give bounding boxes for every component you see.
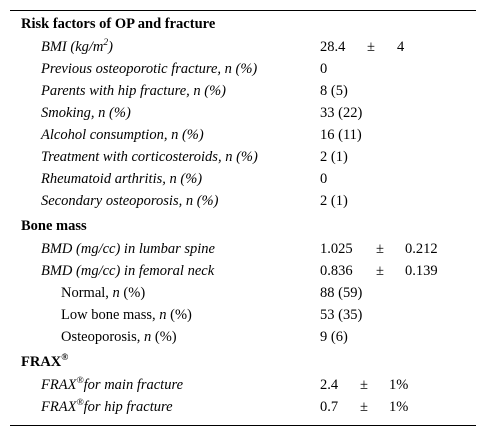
section-title: Risk factors of OP and fracture [21, 16, 216, 32]
row-sd: 4 [397, 39, 405, 55]
row-label: Previous osteoporotic fracture, n (%) [41, 61, 258, 77]
row-label: Rheumatoid arthritis, n (%) [41, 171, 203, 187]
row-mean: 0.7 [320, 399, 339, 415]
table-row: BMI (kg/m2) 28.4 ± 4 [10, 36, 476, 58]
section-title: FRAX® [21, 353, 69, 370]
row-label: FRAX®for hip fracture [41, 398, 173, 415]
row-label: Secondary osteoporosis, n (%) [41, 193, 219, 209]
row-mean: 1.025 [320, 241, 353, 257]
section-risk-factors: Risk factors of OP and fracture [10, 13, 476, 35]
row-value: 8 (5) [320, 83, 348, 99]
row-label: Smoking, n (%) [41, 105, 131, 121]
row-label: BMD (mg/cc) in femoral neck [41, 263, 215, 279]
table-row: Previous osteoporotic fracture, n (%) 0 [10, 58, 476, 80]
row-value: 0 [320, 61, 328, 77]
plus-minus: ± [376, 241, 384, 257]
row-label: FRAX®for main fracture [41, 376, 184, 393]
row-sd: 1% [389, 377, 409, 393]
row-sd: 1% [389, 399, 409, 415]
section-bone-mass: Bone mass [10, 215, 476, 237]
row-value: 2 (1) [320, 193, 348, 209]
row-mean: 0.836 [320, 263, 353, 279]
table-row: Osteoporosis, n (%) 9 (6) [10, 326, 476, 348]
row-label: Parents with hip fracture, n (%) [41, 83, 226, 99]
section-title: Bone mass [21, 218, 87, 234]
plus-minus: ± [367, 39, 375, 55]
row-value: 53 (35) [320, 307, 363, 323]
table-row: FRAX®for hip fracture 0.7 ± 1% [10, 396, 476, 418]
row-value: 2 (1) [320, 149, 348, 165]
table-row: FRAX®for main fracture 2.4 ± 1% [10, 374, 476, 396]
row-value: 0 [320, 171, 328, 187]
section-frax: FRAX® [10, 351, 476, 373]
row-value: 16 (11) [320, 127, 362, 143]
table-row: Secondary osteoporosis, n (%) 2 (1) [10, 190, 476, 212]
table-row: Smoking, n (%) 33 (22) [10, 102, 476, 124]
table-row: Parents with hip fracture, n (%) 8 (5) [10, 80, 476, 102]
table-row: Rheumatoid arthritis, n (%) 0 [10, 168, 476, 190]
plus-minus: ± [360, 399, 368, 415]
row-sd: 0.139 [405, 263, 438, 279]
row-value: 9 (6) [320, 329, 348, 345]
row-label: Osteoporosis, n (%) [61, 329, 177, 345]
data-table: Risk factors of OP and fracture BMI (kg/… [10, 10, 476, 426]
plus-minus: ± [360, 377, 368, 393]
row-value: 33 (22) [320, 105, 363, 121]
plus-minus: ± [376, 263, 384, 279]
row-label: Low bone mass, n (%) [61, 307, 192, 323]
table-row: Normal, n (%) 88 (59) [10, 282, 476, 304]
row-label: Treatment with corticosteroids, n (%) [41, 149, 258, 165]
row-sd: 0.212 [405, 241, 438, 257]
table-row: Treatment with corticosteroids, n (%) 2 … [10, 146, 476, 168]
table-row: BMD (mg/cc) in lumbar spine 1.025 ± 0.21… [10, 238, 476, 260]
row-label: Alcohol consumption, n (%) [41, 127, 204, 143]
table-row: Alcohol consumption, n (%) 16 (11) [10, 124, 476, 146]
row-label: BMI (kg/m2) [41, 38, 113, 55]
row-mean: 2.4 [320, 377, 339, 393]
row-label: Normal, n (%) [61, 285, 146, 301]
row-value: 88 (59) [320, 285, 363, 301]
row-mean: 28.4 [320, 39, 346, 55]
row-label: BMD (mg/cc) in lumbar spine [41, 241, 215, 257]
table-row: Low bone mass, n (%) 53 (35) [10, 304, 476, 326]
table-row: BMD (mg/cc) in femoral neck 0.836 ± 0.13… [10, 260, 476, 282]
